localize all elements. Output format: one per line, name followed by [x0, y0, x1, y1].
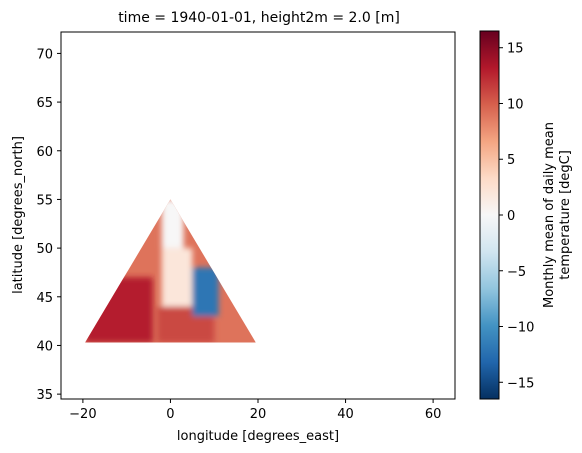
y-tick-label: 35: [36, 388, 53, 403]
colorbar-tick-label: 0: [507, 209, 515, 224]
plot-frame: [60, 31, 456, 400]
x-tick-label: 40: [337, 407, 354, 422]
y-tick-label: 60: [36, 145, 53, 160]
field-region: [192, 267, 219, 317]
colorbar-ticks: −15 −10 −5 0 5 10 15: [499, 42, 534, 391]
colorbar-tick-label: 15: [507, 42, 524, 57]
x-tick-label: −20: [69, 407, 96, 422]
x-tick-label: 60: [425, 407, 442, 422]
y-tick-label: 50: [36, 242, 53, 257]
x-tick-label: 0: [166, 407, 174, 422]
y-tick-label: 55: [36, 193, 53, 208]
y-tick-label: 70: [36, 47, 53, 62]
colorbar-label-line-2: temperature [degC]: [558, 150, 573, 280]
colorbar: [479, 30, 500, 400]
colorbar-tick-label: −10: [507, 321, 534, 336]
colorbar-tick-label: −15: [507, 376, 534, 391]
y-tick-label: 65: [36, 96, 53, 111]
y-axis-ticks: 35 40 45 50 55 60 65 70: [36, 47, 61, 403]
chart-title: time = 1940-01-01, height2m = 2.0 [m]: [118, 10, 400, 26]
y-tick-label: 40: [36, 339, 53, 354]
x-axis-ticks: −20 0 20 40 60: [69, 399, 441, 422]
y-tick-label: 45: [36, 291, 53, 306]
colorbar-tick-label: −5: [507, 265, 526, 280]
x-tick-label: 20: [250, 407, 267, 422]
colorbar-label-line-1: Monthly mean of daily mean: [542, 122, 557, 308]
field-region: [161, 248, 193, 307]
y-axis-label: latitude [degrees_north]: [11, 136, 26, 294]
colorbar-tick-label: 10: [507, 97, 524, 112]
temperature-field: [85, 199, 256, 343]
field-region: [161, 199, 184, 249]
x-axis-label: longitude [degrees_east]: [177, 429, 339, 444]
field-region: [85, 277, 153, 343]
colorbar-tick-label: 5: [507, 153, 515, 168]
